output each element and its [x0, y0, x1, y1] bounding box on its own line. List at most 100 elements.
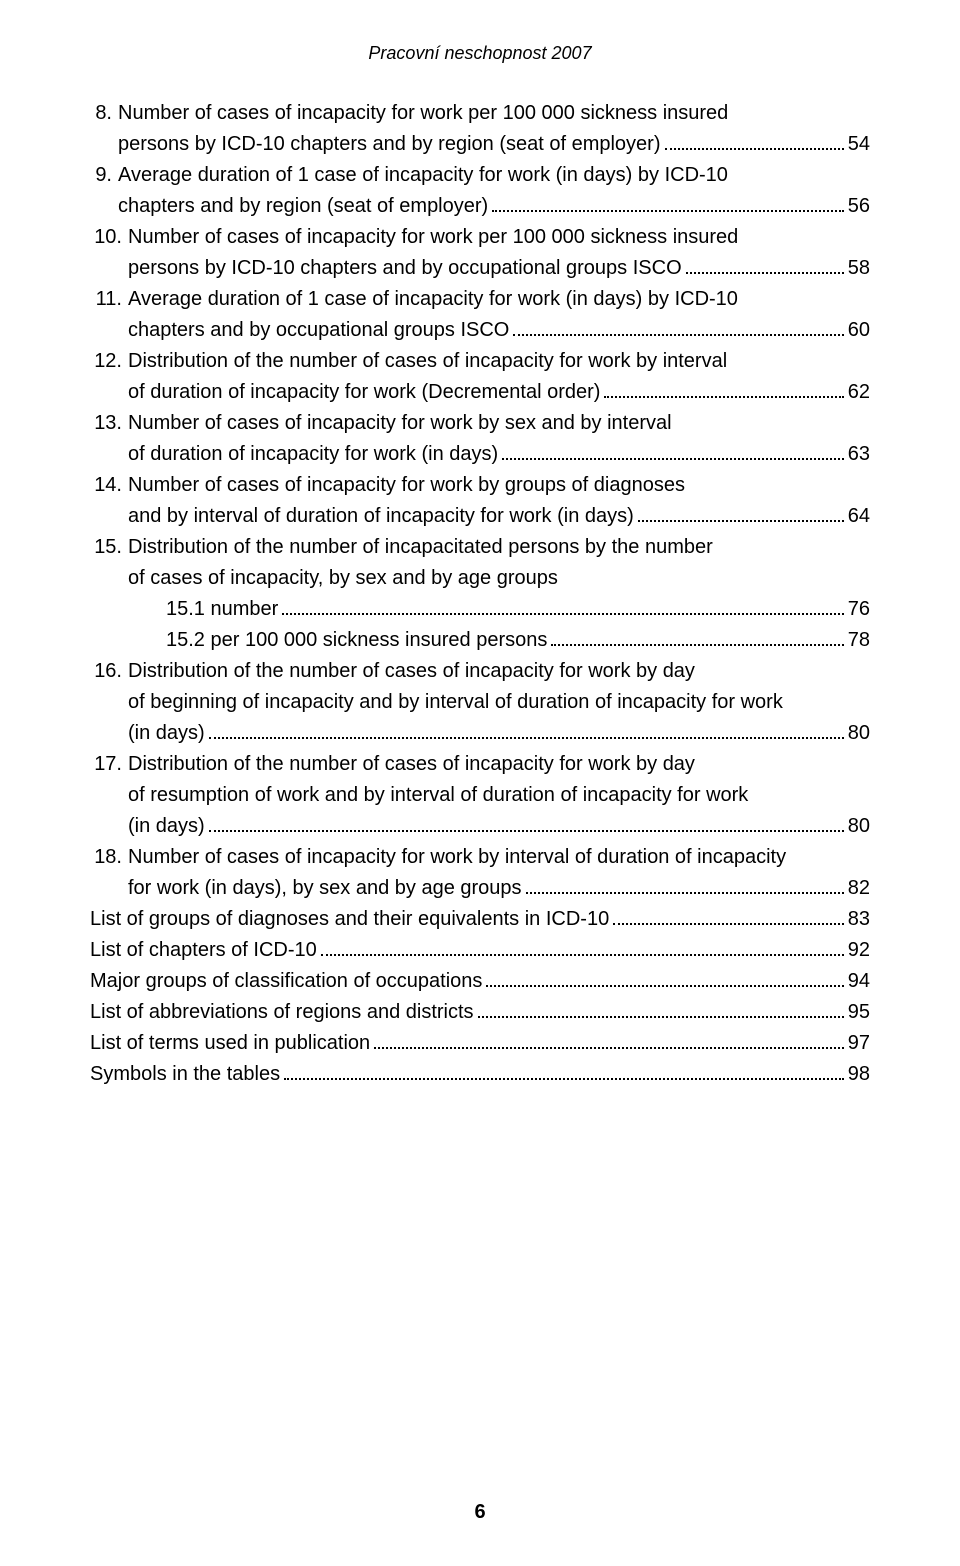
toc-page-number: 56: [848, 191, 870, 222]
toc-leader-dots: [665, 148, 844, 150]
toc-entry: 15.Distribution of the number of incapac…: [90, 532, 870, 656]
toc-entry: 12.Distribution of the number of cases o…: [90, 346, 870, 408]
toc-page-number: 78: [848, 625, 870, 656]
toc-subentry: 15.1 number 76: [128, 594, 870, 625]
toc-text: 15.2 per 100 000 sickness insured person…: [166, 625, 547, 656]
toc-text: Average duration of 1 case of incapacity…: [118, 160, 728, 191]
toc-entry-body: Number of cases of incapacity for work b…: [128, 408, 870, 470]
toc-entry-body: Average duration of 1 case of incapacity…: [118, 160, 870, 222]
toc-page-number: 58: [848, 253, 870, 284]
toc-leader-dots: [478, 1016, 844, 1018]
toc-entry-body: Distribution of the number of incapacita…: [128, 532, 870, 656]
toc-entry-body: Distribution of the number of cases of i…: [128, 656, 870, 749]
toc-page-number: 62: [848, 377, 870, 408]
toc-page-number: 80: [848, 718, 870, 749]
toc-entry-body: Average duration of 1 case of incapacity…: [128, 284, 870, 346]
toc-text: of beginning of incapacity and by interv…: [128, 687, 783, 718]
toc-text: of duration of incapacity for work (Decr…: [128, 377, 600, 408]
toc-entry: 16.Distribution of the number of cases o…: [90, 656, 870, 749]
toc-page-number: 60: [848, 315, 870, 346]
toc-page-number: 94: [848, 966, 870, 997]
toc-text: Number of cases of incapacity for work b…: [128, 842, 786, 873]
toc-entry-number: 18.: [90, 842, 128, 904]
toc-text: of cases of incapacity, by sex and by ag…: [128, 563, 558, 594]
toc-text: Number of cases of incapacity for work p…: [128, 222, 738, 253]
toc-simple-entry: List of groups of diagnoses and their eq…: [90, 904, 870, 935]
toc-text: of duration of incapacity for work (in d…: [128, 439, 498, 470]
toc-page-number: 54: [848, 129, 870, 160]
toc-text: chapters and by region (seat of employer…: [118, 191, 488, 222]
page-number: 6: [0, 1497, 960, 1528]
toc-text: and by interval of duration of incapacit…: [128, 501, 634, 532]
toc-subentry: 15.2 per 100 000 sickness insured person…: [128, 625, 870, 656]
toc-text: Distribution of the number of cases of i…: [128, 346, 727, 377]
toc-text: chapters and by occupational groups ISCO: [128, 315, 509, 346]
toc-text: Number of cases of incapacity for work p…: [118, 98, 728, 129]
toc-entry: 18.Number of cases of incapacity for wor…: [90, 842, 870, 904]
toc-page-number: 92: [848, 935, 870, 966]
toc-leader-dots: [209, 737, 844, 739]
toc-text: List of groups of diagnoses and their eq…: [90, 904, 609, 935]
toc-entry-number: 14.: [90, 470, 128, 532]
toc-entry-number: 15.: [90, 532, 128, 656]
toc-page-number: 95: [848, 997, 870, 1028]
toc-page-number: 76: [848, 594, 870, 625]
toc-page-number: 83: [848, 904, 870, 935]
toc-text: Distribution of the number of cases of i…: [128, 656, 695, 687]
toc-leader-dots: [282, 613, 843, 615]
toc-simple-entry: List of terms used in publication 97: [90, 1028, 870, 1059]
toc-entry-body: Number of cases of incapacity for work b…: [128, 470, 870, 532]
toc-entry: 14.Number of cases of incapacity for wor…: [90, 470, 870, 532]
toc-text: of resumption of work and by interval of…: [128, 780, 748, 811]
toc-entry: 13.Number of cases of incapacity for wor…: [90, 408, 870, 470]
toc-text: Number of cases of incapacity for work b…: [128, 470, 685, 501]
toc-leader-dots: [638, 520, 844, 522]
toc-text: List of terms used in publication: [90, 1028, 370, 1059]
toc-leader-dots: [686, 272, 844, 274]
toc-page-number: 82: [848, 873, 870, 904]
page-header: Pracovní neschopnost 2007: [90, 40, 870, 68]
toc-leader-dots: [551, 644, 843, 646]
toc-text: List of chapters of ICD-10: [90, 935, 317, 966]
toc-text: Symbols in the tables: [90, 1059, 280, 1090]
toc-text: Number of cases of incapacity for work b…: [128, 408, 672, 439]
toc-text: 15.1 number: [166, 594, 278, 625]
toc-leader-dots: [284, 1078, 844, 1080]
toc-leader-dots: [486, 985, 843, 987]
toc-text: for work (in days), by sex and by age gr…: [128, 873, 522, 904]
toc-text: persons by ICD-10 chapters and by region…: [118, 129, 661, 160]
toc-simple-entry: List of chapters of ICD-10 92: [90, 935, 870, 966]
toc-entry-body: Number of cases of incapacity for work b…: [128, 842, 870, 904]
toc-entry-number: 11.: [90, 284, 128, 346]
toc-entry-number: 16.: [90, 656, 128, 749]
toc-page-number: 97: [848, 1028, 870, 1059]
toc-text: Average duration of 1 case of incapacity…: [128, 284, 738, 315]
toc-entry: 10.Number of cases of incapacity for wor…: [90, 222, 870, 284]
toc-simple-entry: Symbols in the tables 98: [90, 1059, 870, 1090]
toc-leader-dots: [613, 923, 844, 925]
toc-entry: 9.Average duration of 1 case of incapaci…: [90, 160, 870, 222]
toc-text: (in days): [128, 811, 205, 842]
toc-leader-dots: [526, 892, 844, 894]
table-of-contents: 8.Number of cases of incapacity for work…: [90, 98, 870, 1090]
toc-leader-dots: [492, 210, 844, 212]
toc-text: (in days): [128, 718, 205, 749]
toc-entry-number: 13.: [90, 408, 128, 470]
toc-entry-body: Number of cases of incapacity for work p…: [118, 98, 870, 160]
toc-page-number: 98: [848, 1059, 870, 1090]
toc-entry-body: Distribution of the number of cases of i…: [128, 346, 870, 408]
toc-entry: 11.Average duration of 1 case of incapac…: [90, 284, 870, 346]
toc-simple-entry: Major groups of classification of occupa…: [90, 966, 870, 997]
toc-text: Distribution of the number of cases of i…: [128, 749, 695, 780]
toc-entry-number: 8.: [90, 98, 118, 160]
toc-entry-body: Number of cases of incapacity for work p…: [128, 222, 870, 284]
toc-entry-number: 9.: [90, 160, 118, 222]
toc-entry: 17.Distribution of the number of cases o…: [90, 749, 870, 842]
toc-leader-dots: [321, 954, 844, 956]
toc-text: Major groups of classification of occupa…: [90, 966, 482, 997]
toc-entry-number: 10.: [90, 222, 128, 284]
toc-text: persons by ICD-10 chapters and by occupa…: [128, 253, 682, 284]
toc-entry-number: 17.: [90, 749, 128, 842]
toc-simple-entry: List of abbreviations of regions and dis…: [90, 997, 870, 1028]
toc-leader-dots: [513, 334, 843, 336]
